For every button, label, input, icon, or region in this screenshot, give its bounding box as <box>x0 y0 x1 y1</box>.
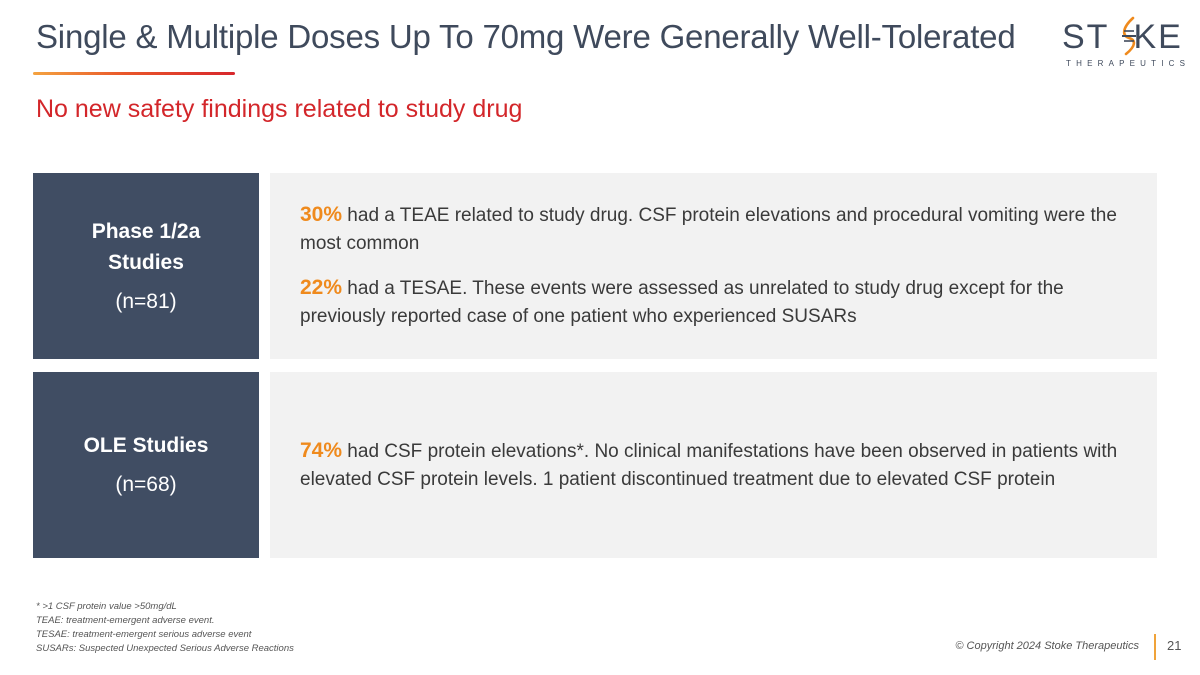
finding-item: 22% had a TESAE. These events were asses… <box>300 274 1127 331</box>
row-label-phase-studies: Phase 1/2a Studies (n=81) <box>33 173 259 359</box>
title-underline <box>33 72 235 75</box>
footnote-line: TEAE: treatment-emergent adverse event. <box>36 615 215 626</box>
page-number: 21 <box>1167 638 1182 653</box>
row-body-phase-studies: 30% had a TEAE related to study drug. CS… <box>270 173 1157 359</box>
logo-helix-icon <box>1122 16 1136 56</box>
finding-percent: 74% <box>300 438 343 462</box>
footer-divider <box>1154 634 1156 660</box>
finding-text: had a TEAE related to study drug. CSF pr… <box>300 205 1117 254</box>
row-label-count: (n=81) <box>115 289 177 313</box>
stoke-logo: ST KE THERAPEUTICS <box>1062 16 1185 70</box>
copyright-text: © Copyright 2024 Stoke Therapeutics <box>955 640 1139 652</box>
footnote-line: * >1 CSF protein value >50mg/dL <box>36 601 177 612</box>
finding-item: 30% had a TEAE related to study drug. CS… <box>300 201 1127 258</box>
finding-percent: 30% <box>300 203 343 226</box>
logo-wordmark: ST KE <box>1062 18 1183 56</box>
finding-item: 74% had CSF protein elevations*. No clin… <box>300 437 1127 494</box>
row-label-ole-studies: OLE Studies (n=68) <box>33 372 259 558</box>
finding-percent: 22% <box>300 276 343 299</box>
slide-title: Single & Multiple Doses Up To 70mg Were … <box>36 18 1016 55</box>
finding-text: had a TESAE. These events were assessed … <box>300 278 1064 327</box>
row-label-name: OLE Studies <box>83 434 209 457</box>
finding-text: had CSF protein elevations*. No clinical… <box>300 440 1118 490</box>
slide-subtitle: No new safety findings related to study … <box>36 95 523 123</box>
footnotes: * >1 CSF protein value >50mg/dL TEAE: tr… <box>36 600 294 656</box>
row-body-ole-studies: 74% had CSF protein elevations*. No clin… <box>270 372 1157 558</box>
logo-tagline: THERAPEUTICS <box>1066 59 1191 68</box>
row-label-count: (n=68) <box>115 473 177 496</box>
footnote-line: TESAE: treatment-emergent serious advers… <box>36 629 252 640</box>
row-label-name: Phase 1/2a Studies <box>91 219 201 274</box>
footnote-line: SUSARs: Suspected Unexpected Serious Adv… <box>36 643 294 654</box>
